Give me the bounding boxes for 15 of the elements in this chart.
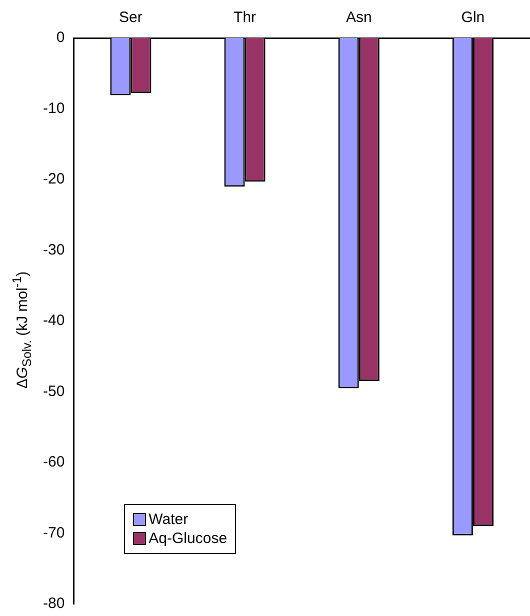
legend-label: Aq-Glucose (148, 530, 228, 547)
legend-label: Water (148, 511, 188, 528)
y-tick-label: -40 (42, 312, 65, 330)
y-tick-label: -10 (42, 100, 65, 117)
y-tick-label: -60 (42, 454, 65, 471)
y-tick-label: -50 (42, 382, 65, 400)
x-tick-label: Thr (234, 9, 256, 26)
y-tick-label: -30 (42, 241, 65, 258)
y-tick-label: -20 (42, 170, 65, 188)
x-tick-label: Ser (119, 9, 142, 26)
x-tick-label: Gln (461, 9, 485, 26)
y-tick-label: -80 (42, 595, 65, 612)
x-tick-label: Asn (346, 9, 372, 26)
y-tick-label: 0 (56, 29, 65, 46)
y-tick-label: -70 (42, 524, 65, 542)
